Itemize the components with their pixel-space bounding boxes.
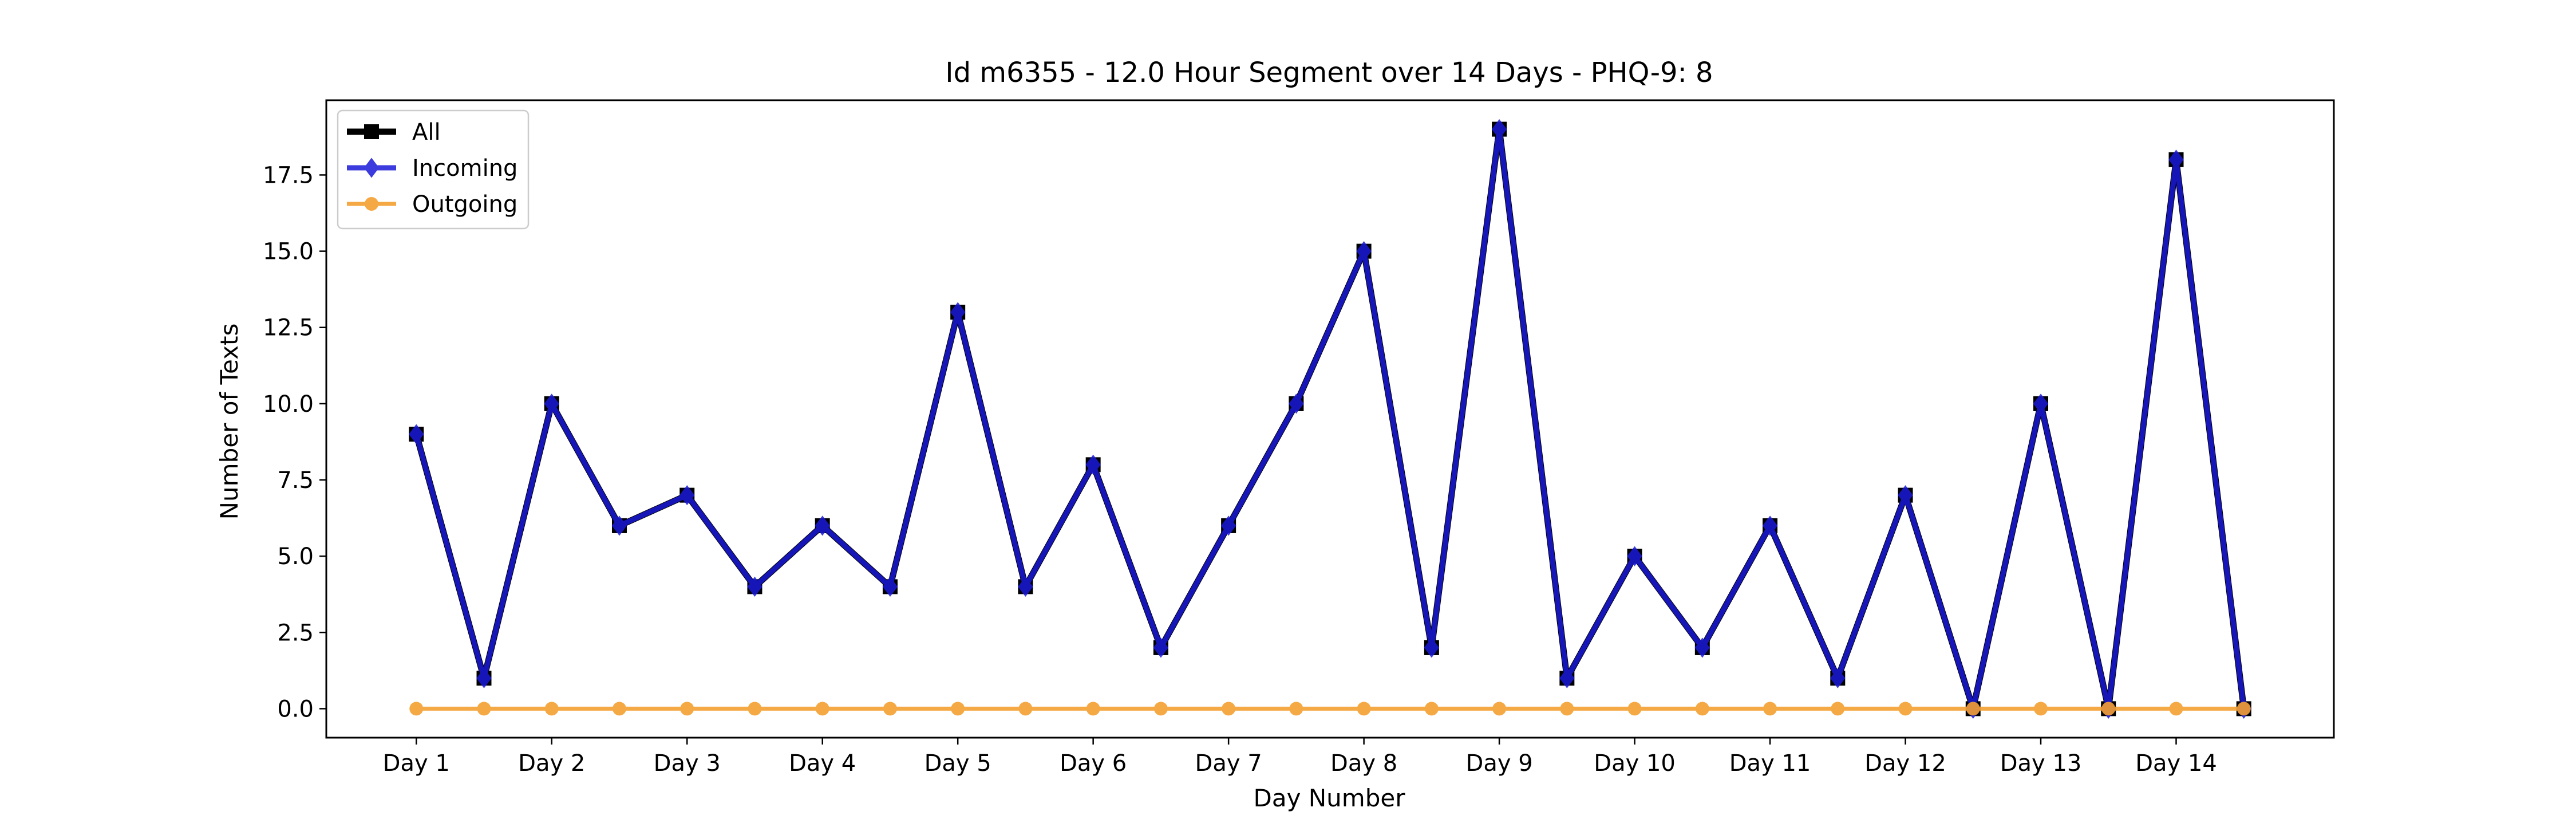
data-point	[1762, 515, 1778, 536]
data-point	[1898, 702, 1913, 716]
data-point	[1830, 668, 1846, 688]
data-point	[1153, 702, 1168, 716]
data-point	[544, 702, 559, 716]
data-point	[1289, 393, 1304, 414]
data-point	[1627, 702, 1642, 716]
y-tick-label: 10.0	[263, 391, 314, 418]
data-point	[680, 702, 694, 716]
data-point	[1289, 702, 1303, 716]
data-point	[1222, 702, 1236, 716]
data-point	[2168, 149, 2184, 170]
legend-item	[347, 124, 396, 139]
data-point	[1153, 637, 1169, 658]
data-point	[815, 702, 829, 716]
legend-label: Outgoing	[412, 191, 517, 218]
data-point	[883, 702, 897, 716]
data-point	[1085, 454, 1101, 475]
x-tick-label: Day 9	[1466, 750, 1533, 777]
y-tick-label: 7.5	[277, 467, 314, 494]
x-tick-label: Day 4	[789, 750, 856, 777]
y-tick-label: 15.0	[263, 239, 314, 265]
data-point	[476, 668, 492, 688]
legend-box	[337, 109, 530, 230]
data-point	[1356, 241, 1372, 262]
x-tick-label: Day 5	[924, 750, 991, 777]
data-point	[1627, 546, 1642, 566]
data-point	[1559, 668, 1575, 688]
legend-swatch-marker	[364, 124, 379, 139]
y-tick-label: 0.0	[277, 696, 314, 722]
data-point	[1424, 702, 1439, 716]
x-tick-label: Day 6	[1060, 750, 1127, 777]
legend-label: Incoming	[412, 155, 517, 182]
data-point	[1086, 702, 1100, 716]
data-point	[1560, 702, 1574, 716]
data-point	[747, 576, 762, 597]
data-point	[951, 702, 965, 716]
legend: All Incoming Outgoing	[337, 109, 530, 230]
y-tick-label: 17.5	[263, 162, 314, 188]
x-tick-label: Day 8	[1330, 750, 1397, 777]
series-outgoing	[409, 702, 2251, 716]
y-tick-label: 12.5	[263, 315, 314, 341]
data-point	[1695, 702, 1709, 716]
x-tick-label: Day 12	[1864, 750, 1946, 777]
legend-item	[347, 197, 396, 211]
data-point	[2033, 393, 2049, 414]
data-point	[1966, 702, 1980, 716]
x-tick-label: Day 10	[1594, 750, 1676, 777]
data-point	[1424, 637, 1440, 658]
data-point	[679, 485, 695, 506]
data-point	[1694, 637, 1710, 658]
x-tick-label: Day 14	[2135, 750, 2217, 777]
x-axis-label: Day Number	[1253, 784, 1405, 812]
data-point	[2169, 702, 2183, 716]
x-tick-label: Day 13	[2000, 750, 2082, 777]
axes: Day 1 Day 2 Day 3 Day 4 Day 5 Day 6 Day 7 Day 8…	[263, 99, 2335, 777]
axes-frame	[325, 99, 2335, 739]
x-tick-label: Day 7	[1195, 750, 1262, 777]
data-point	[1018, 702, 1033, 716]
data-point	[2237, 702, 2251, 716]
data-point	[1018, 576, 1033, 597]
data-point	[882, 576, 898, 597]
x-tick-label: Day 1	[383, 750, 450, 777]
y-tick-label: 5.0	[277, 544, 314, 570]
data-point	[409, 424, 424, 444]
data-point	[1763, 702, 1777, 716]
legend-label: All	[412, 119, 441, 145]
series-line	[413, 127, 2247, 711]
legend-swatch-marker	[365, 197, 378, 211]
y-tick-label: 2.5	[277, 620, 314, 646]
data-point	[1898, 485, 1913, 506]
data-point	[748, 702, 762, 716]
x-tick-label: Day 3	[654, 750, 721, 777]
x-tick-label: Day 2	[518, 750, 585, 777]
data-point	[1220, 515, 1236, 536]
legend-swatch-marker	[364, 157, 380, 178]
legend-item	[347, 157, 396, 178]
data-point	[612, 702, 626, 716]
chart-title: Id m6355 - 12.0 Hour Segment over 14 Day…	[945, 57, 1713, 89]
data-point	[2101, 702, 2116, 716]
data-point	[409, 702, 424, 716]
data-point	[815, 515, 830, 536]
data-point	[1492, 702, 1507, 716]
x-tick-label: Day 11	[1729, 750, 1811, 777]
data-point	[1357, 702, 1371, 716]
data-point	[2034, 702, 2048, 716]
data-point	[477, 702, 491, 716]
data-point	[544, 393, 559, 414]
data-point	[1831, 702, 1845, 716]
data-point	[950, 302, 966, 322]
data-point	[611, 515, 627, 536]
data-point	[1491, 119, 1507, 140]
y-axis-label: Number of Texts	[215, 324, 243, 520]
plot-area	[409, 119, 2251, 719]
